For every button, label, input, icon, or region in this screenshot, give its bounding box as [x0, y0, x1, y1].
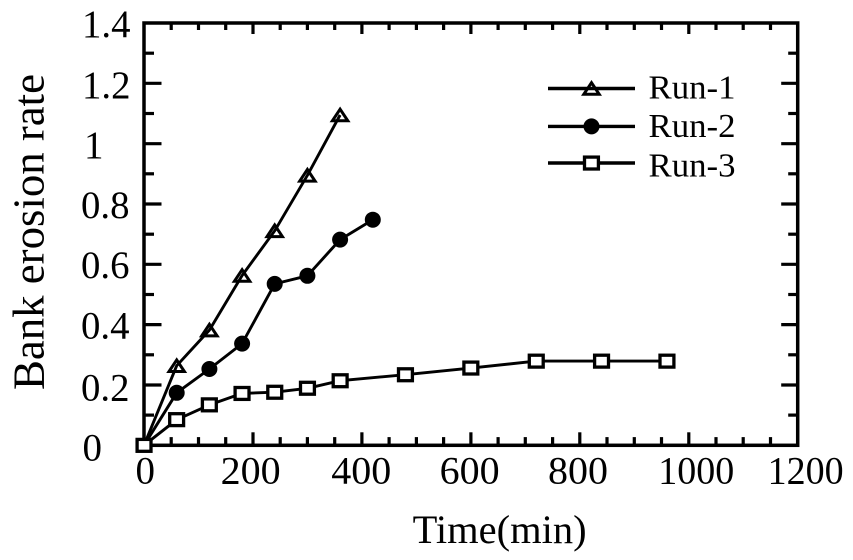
svg-text:1.2: 1.2	[82, 64, 131, 107]
svg-text:0.4: 0.4	[81, 304, 130, 347]
svg-text:Time(min): Time(min)	[413, 507, 587, 552]
svg-text:0: 0	[83, 426, 103, 469]
svg-text:1000: 1000	[658, 449, 734, 492]
svg-text:200: 200	[221, 449, 281, 492]
svg-text:0: 0	[136, 449, 156, 492]
svg-text:400: 400	[331, 449, 391, 492]
svg-text:1200: 1200	[768, 449, 844, 492]
svg-text:1: 1	[84, 124, 104, 167]
svg-text:0.6: 0.6	[81, 244, 130, 287]
svg-text:Bank erosion rate: Bank erosion rate	[4, 74, 53, 390]
svg-text:Run-3: Run-3	[649, 147, 736, 184]
svg-text:1.4: 1.4	[82, 3, 131, 46]
svg-text:0.2: 0.2	[81, 367, 130, 410]
svg-text:600: 600	[440, 449, 500, 492]
svg-text:0.8: 0.8	[81, 184, 130, 227]
svg-text:Run-1: Run-1	[649, 69, 736, 106]
svg-text:Run-2: Run-2	[649, 108, 736, 145]
svg-text:800: 800	[548, 449, 608, 492]
